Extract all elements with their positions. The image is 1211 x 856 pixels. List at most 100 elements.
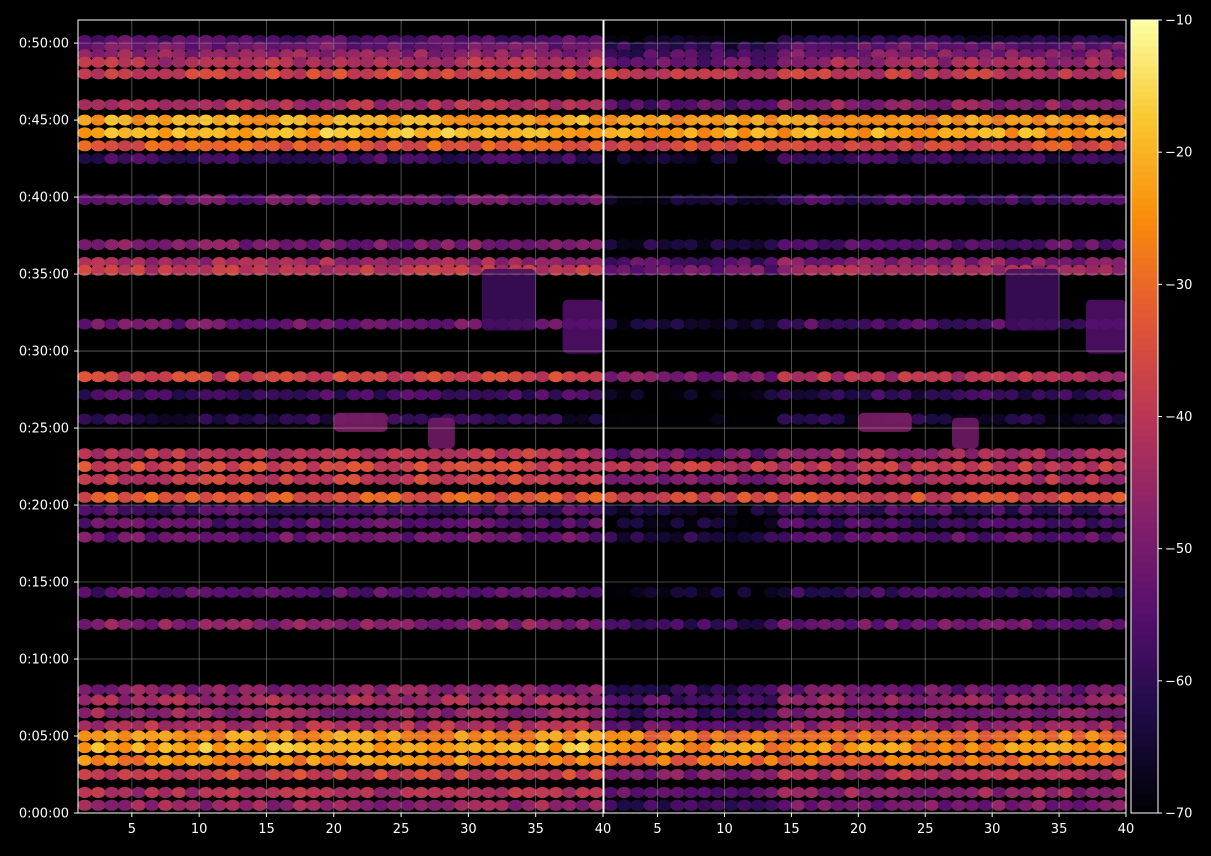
heat-cell [1085, 140, 1100, 152]
heat-cell [144, 41, 160, 53]
heat-cell [185, 491, 200, 503]
heat-cell [1098, 239, 1114, 251]
heat-cell [467, 799, 483, 811]
heat-cell [90, 504, 106, 516]
heat-cell [467, 413, 483, 425]
heat-cell [454, 153, 470, 165]
heat-cell [857, 754, 873, 766]
heat-cell [884, 389, 900, 401]
heat-cell [630, 99, 645, 111]
heat-cell [588, 153, 604, 165]
heat-cell [211, 68, 227, 80]
heat-cell [238, 473, 254, 485]
heat-cell [333, 707, 348, 719]
heat-cell [911, 742, 926, 754]
heat-cell [750, 257, 766, 268]
heat-cell [924, 618, 940, 630]
heat-cell [670, 504, 685, 516]
heat-cell [360, 769, 375, 780]
heat-cell [575, 56, 591, 68]
heat-cell [306, 56, 321, 68]
heat-cell [616, 239, 632, 251]
heat-cell [1098, 742, 1114, 754]
heat-cell [521, 140, 537, 152]
heat-cell [454, 68, 470, 80]
heat-cell [548, 754, 564, 766]
heat-cell [871, 49, 886, 61]
heat-cell [117, 787, 133, 798]
heat-cell [697, 257, 712, 268]
heat-cell [763, 68, 779, 80]
heat-cell [225, 787, 241, 798]
heat-cell [400, 194, 416, 206]
heat-cell [830, 371, 846, 383]
heat-cell [292, 153, 308, 165]
heat-cell [1085, 531, 1100, 543]
heat-cell [616, 531, 632, 543]
heat-cell [225, 413, 241, 425]
heat-cell [90, 413, 106, 425]
heat-cell [413, 742, 429, 754]
heat-cell [1018, 694, 1033, 706]
heat-cell [1085, 473, 1100, 485]
heat-cell [643, 127, 659, 139]
heat-cell [292, 787, 308, 798]
heat-cell [265, 787, 281, 798]
heat-cell [413, 194, 429, 206]
heat-cell [670, 127, 685, 139]
heat-cell [871, 127, 886, 139]
heat-cell [373, 787, 389, 798]
heat-cell [440, 707, 456, 719]
heat-cell [575, 68, 591, 80]
heat-cell [1071, 694, 1087, 706]
heat-cell [750, 473, 766, 485]
heat-cell [737, 194, 752, 206]
heat-cell [670, 318, 685, 330]
heat-cell [603, 239, 619, 251]
heat-cell [857, 49, 873, 61]
heat-cell [454, 194, 470, 206]
heat-cell [830, 517, 846, 529]
heat-cell [817, 448, 833, 460]
heat-cell [737, 694, 752, 706]
heat-cell [750, 707, 766, 719]
heat-cell [964, 56, 980, 68]
heat-cell [521, 371, 537, 383]
heat-cell [710, 194, 726, 206]
heat-cell [252, 264, 268, 276]
heat-cell [292, 586, 308, 598]
heat-cell [427, 56, 443, 68]
heat-cell [1111, 56, 1127, 68]
heat-cell [777, 586, 793, 598]
heat-cell [265, 491, 281, 503]
heat-cell [978, 264, 993, 276]
heat-cell [670, 56, 685, 68]
heat-cell [924, 787, 940, 798]
heat-cell [1071, 461, 1087, 472]
colorbar-segment [1131, 462, 1158, 470]
heat-cell [763, 586, 779, 598]
heat-cell [252, 127, 268, 139]
heat-cell [211, 720, 227, 732]
heat-cell [790, 720, 806, 732]
heat-cell [1031, 194, 1047, 206]
heat-cell [790, 413, 806, 425]
heat-cell [319, 720, 335, 732]
heat-cell [1085, 99, 1100, 111]
heat-cell [144, 68, 160, 80]
heat-cell [656, 318, 672, 330]
heat-cell [413, 491, 429, 503]
heat-cell [763, 473, 779, 485]
heat-cell [494, 707, 510, 719]
heat-cell [871, 769, 886, 780]
heat-cell [427, 49, 443, 61]
heat-cell [279, 694, 295, 706]
heat-cell [897, 531, 913, 543]
x-tick-label: 35 [527, 822, 544, 837]
heat-cell [158, 720, 173, 732]
heat-cell [911, 389, 926, 401]
heat-cell [319, 127, 335, 139]
heat-cell [1058, 684, 1074, 696]
heat-cell [360, 618, 375, 630]
heat-cell [723, 68, 739, 80]
